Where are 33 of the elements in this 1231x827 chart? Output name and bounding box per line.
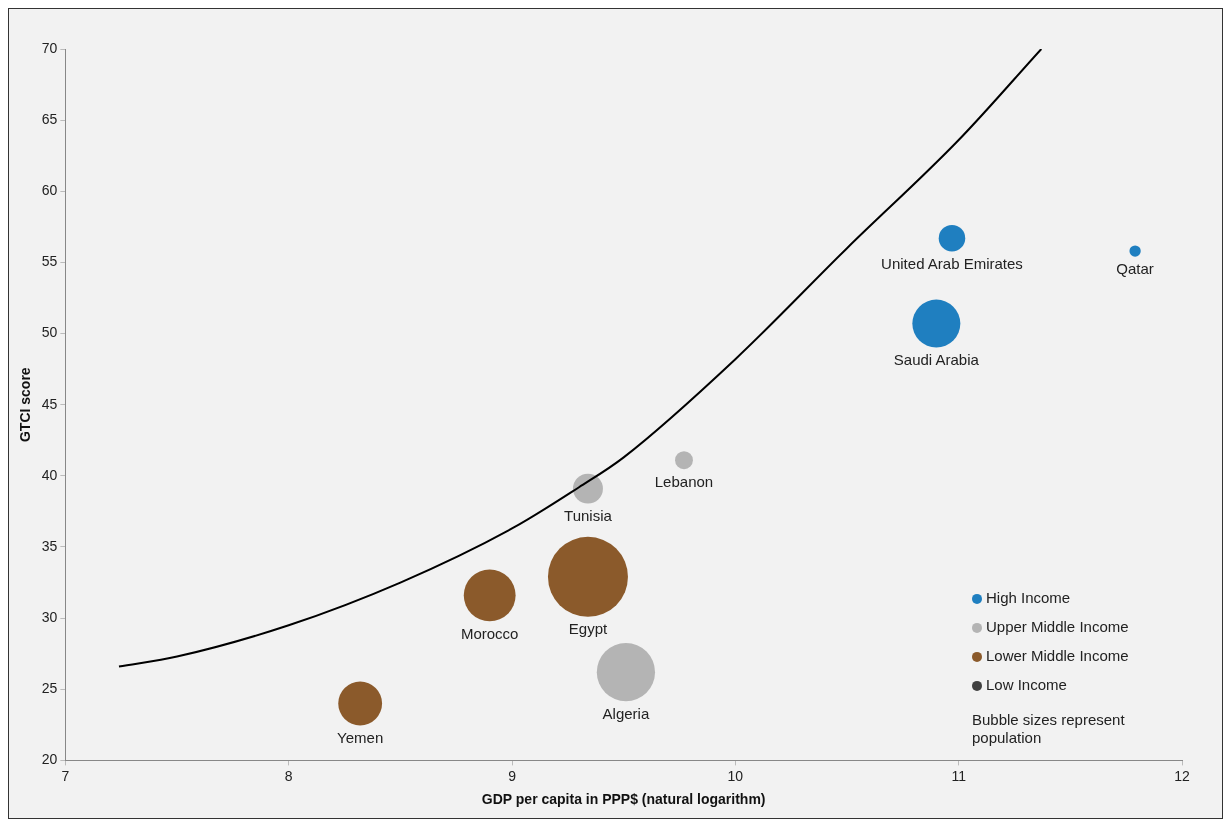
- x-axis-title: GDP per capita in PPP$ (natural logarithm): [481, 791, 766, 808]
- x-tick-label: 7: [61, 767, 70, 784]
- y-tick-label: 25: [41, 680, 58, 697]
- legend-label: High Income: [986, 589, 1071, 607]
- data-label: Tunisia: [564, 507, 613, 525]
- y-tick-label: 20: [41, 751, 58, 768]
- x-tick-label: 11: [951, 767, 967, 784]
- y-axis-title: GTCI score: [17, 367, 34, 443]
- data-label: Morocco: [460, 624, 519, 642]
- y-tick-label: 55: [41, 253, 58, 270]
- data-label: Algeria: [602, 704, 650, 722]
- y-tick-label: 70: [41, 39, 58, 56]
- y-tick-label: 65: [41, 111, 58, 127]
- y-tick-label: 50: [41, 324, 58, 341]
- x-tick-label: 9: [508, 767, 517, 784]
- data-label: United Arab Emirates: [881, 255, 1023, 273]
- data-label: Yemen: [337, 729, 384, 747]
- x-tick-label: 10: [727, 767, 744, 784]
- legend-label: Upper Middle Income: [986, 618, 1129, 636]
- annotation: Bubble sizes represent population: [972, 710, 1126, 746]
- data-label: Qatar: [1116, 260, 1154, 278]
- y-tick-label: 45: [41, 395, 58, 412]
- y-tick-label: 60: [41, 182, 58, 199]
- data-label: Saudi Arabia: [893, 351, 980, 369]
- y-tick-label: 30: [41, 608, 58, 625]
- y-tick-label: 40: [41, 466, 58, 483]
- legend-label: Low Income: [986, 676, 1067, 694]
- data-label: Egypt: [568, 620, 608, 638]
- y-tick-label: 35: [41, 537, 58, 554]
- x-tick-label: 8: [284, 767, 293, 784]
- legend-label: Lower Middle Income: [986, 647, 1129, 665]
- x-tick-label: 12: [1174, 767, 1190, 784]
- data-label: Lebanon: [654, 472, 714, 490]
